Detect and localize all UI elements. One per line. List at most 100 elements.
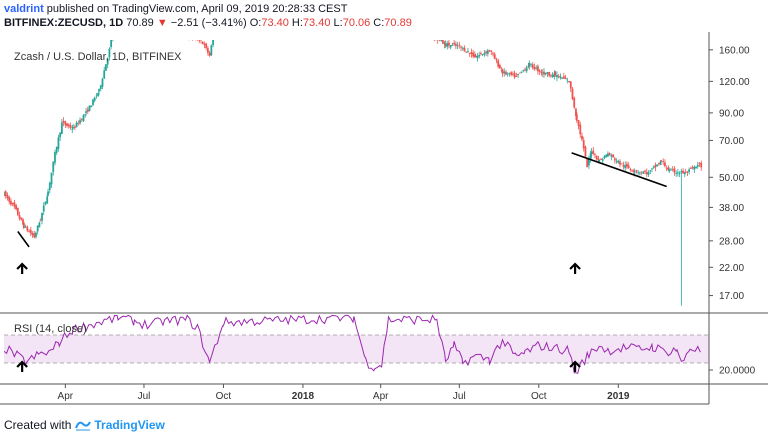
chart-canvas[interactable]: 160.00 120.00 90.00 70.00 50.00 38.00 28.00 22.… xyxy=(0,0,768,412)
candle-body xyxy=(670,169,672,171)
candle-body xyxy=(349,7,351,8)
candle-body xyxy=(508,72,511,74)
candle-body xyxy=(16,207,19,215)
candle-body xyxy=(361,4,363,6)
candle-body xyxy=(26,226,29,231)
candle-body xyxy=(160,21,162,24)
candle-body xyxy=(426,30,428,31)
up-arrow-head xyxy=(16,262,28,270)
candle-body xyxy=(640,171,643,173)
candle-body xyxy=(6,195,9,199)
candle-body xyxy=(300,7,302,8)
candle-body xyxy=(191,35,193,38)
candle-body xyxy=(354,4,356,8)
candle-body xyxy=(88,105,91,111)
candle-body xyxy=(266,7,268,10)
open-value: 73.40 xyxy=(261,17,289,29)
candle-body xyxy=(689,168,692,169)
candle-body xyxy=(546,71,549,74)
candle-body xyxy=(456,45,459,47)
candle-body xyxy=(598,159,601,163)
candle-body xyxy=(505,71,507,75)
candle-body xyxy=(557,76,560,78)
candle-body xyxy=(347,6,349,7)
candle-body xyxy=(440,40,443,41)
candle-body xyxy=(513,72,516,78)
candle-body xyxy=(619,161,621,165)
candle-body xyxy=(206,48,209,53)
candle-body xyxy=(488,50,491,52)
candle-body xyxy=(472,52,475,57)
candle-body xyxy=(617,160,620,163)
candle-body xyxy=(10,200,12,205)
candle-body xyxy=(510,72,513,75)
candle-body xyxy=(382,9,384,10)
candle-body xyxy=(511,73,514,75)
candle-body xyxy=(203,43,206,45)
candle-body xyxy=(143,13,145,14)
candle-body xyxy=(167,27,169,28)
trendline[interactable] xyxy=(571,152,667,188)
candle-body xyxy=(595,155,598,160)
candle-body xyxy=(212,40,214,45)
trendline[interactable] xyxy=(17,231,30,248)
tradingview-logo[interactable]: TradingView xyxy=(75,418,165,432)
candle-body xyxy=(524,69,526,71)
x-tick-label: Jul xyxy=(138,391,151,402)
candle-body xyxy=(288,6,290,10)
y-tick-label: 38.00 xyxy=(719,203,744,214)
candle-body xyxy=(297,6,299,10)
candle-body xyxy=(363,4,365,5)
candle-body xyxy=(468,52,471,54)
candle-body xyxy=(326,6,328,7)
candle-body xyxy=(384,10,386,11)
price-pane[interactable] xyxy=(3,0,703,306)
candle-body xyxy=(276,7,278,8)
candle-body xyxy=(314,5,316,6)
rsi-line[interactable] xyxy=(4,314,701,374)
candle-body xyxy=(686,171,689,173)
candle-body xyxy=(200,40,202,41)
candle-body xyxy=(664,162,666,167)
candle-body xyxy=(451,44,454,46)
candle-body xyxy=(594,153,596,155)
candle-body xyxy=(195,35,197,36)
candle-body xyxy=(183,33,185,35)
candle-body xyxy=(391,13,393,14)
candle-body xyxy=(330,7,332,8)
candle-body xyxy=(675,172,678,174)
candle-body xyxy=(48,182,51,190)
candle-body xyxy=(647,172,650,175)
up-arrow-icon xyxy=(16,262,28,274)
candle-body xyxy=(190,34,192,37)
candle-body xyxy=(231,8,233,9)
candle-body xyxy=(480,53,482,54)
candle-body xyxy=(405,16,407,22)
candle-body xyxy=(271,7,273,11)
publish-line: valdrint published on TradingView.com, A… xyxy=(4,2,724,16)
candle-body xyxy=(371,4,373,5)
candle-body xyxy=(352,6,354,7)
candle-body xyxy=(665,167,668,169)
candle-body xyxy=(492,53,494,55)
candle-body xyxy=(122,3,124,5)
author-link[interactable]: valdrint xyxy=(4,3,44,15)
candle-body xyxy=(400,18,402,19)
candle-body xyxy=(316,5,318,6)
candle-body xyxy=(35,232,37,238)
candle-body xyxy=(164,23,166,26)
candle-body xyxy=(588,158,590,166)
candle-body xyxy=(64,121,67,126)
rsi-pane[interactable] xyxy=(4,314,709,374)
candle-body xyxy=(305,8,307,9)
candle-body xyxy=(386,9,388,12)
candle-body xyxy=(148,16,150,17)
candle-body xyxy=(331,7,333,8)
candle-body xyxy=(174,25,176,30)
candle-body xyxy=(499,64,501,69)
candle-body xyxy=(18,215,21,219)
candle-body xyxy=(179,32,181,33)
down-triangle-icon: ▼ xyxy=(156,17,168,29)
candle-body xyxy=(72,127,75,129)
candle-body xyxy=(112,31,114,40)
